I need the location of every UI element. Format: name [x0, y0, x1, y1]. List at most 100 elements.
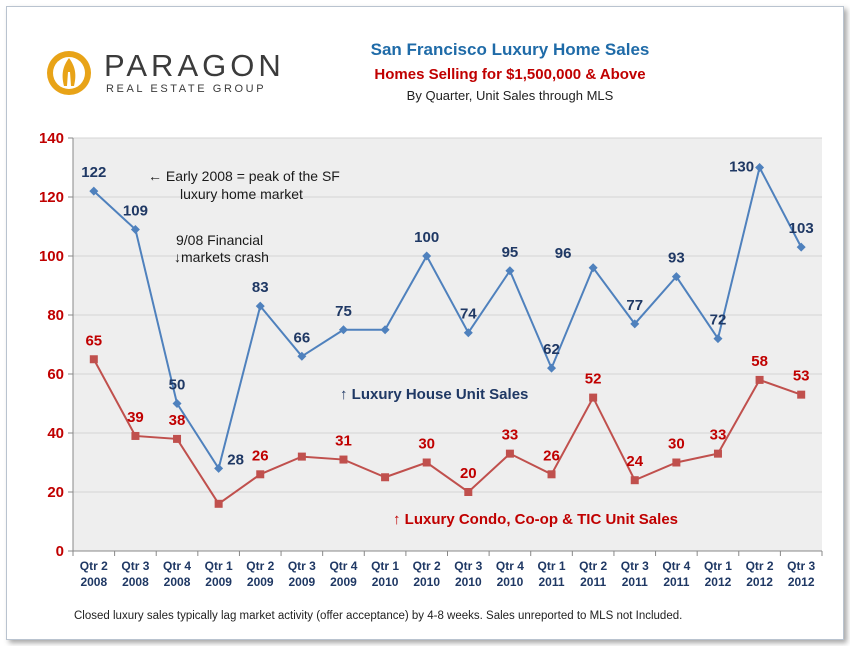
- data-label: 95: [502, 244, 519, 261]
- data-point: [547, 363, 557, 373]
- data-label: 24: [626, 453, 643, 470]
- x-tick-label: Qtr 2 2009: [246, 559, 274, 589]
- x-tick-label: Qtr 4 2010: [496, 559, 524, 589]
- data-point: [131, 431, 140, 440]
- data-point: [297, 452, 306, 461]
- data-label: 53: [793, 368, 810, 385]
- y-tick-label: 120: [39, 189, 64, 206]
- data-label: 52: [585, 371, 602, 388]
- data-point: [172, 399, 182, 408]
- series-layer: 122 109 50 28 83 66 75 100 74 95 62 96 77 93 72 130 103 ↑…: [81, 159, 813, 529]
- series-line: [93, 164, 803, 471]
- data-point: [505, 449, 514, 458]
- data-point: [255, 301, 265, 311]
- data-label: 30: [668, 436, 685, 453]
- data-point: [797, 390, 806, 399]
- chart-subtitle-2: By Quarter, Unit Sales through MLS: [406, 88, 614, 103]
- data-label: 72: [710, 312, 727, 329]
- data-label: 31: [335, 433, 352, 450]
- data-point: [671, 272, 681, 282]
- x-tick-label: Qtr 1 2010: [371, 559, 399, 589]
- y-tick-label: 60: [47, 366, 64, 383]
- logo-subtitle: REAL ESTATE GROUP: [106, 83, 267, 95]
- data-label: 122: [81, 164, 106, 181]
- data-label: 130: [729, 159, 754, 176]
- data-point: [422, 458, 431, 467]
- data-point: [672, 458, 681, 467]
- data-label: 93: [668, 250, 685, 267]
- data-point: [547, 470, 556, 479]
- gridlines: [73, 137, 822, 493]
- x-tick-label: Qtr 4 2011: [662, 559, 690, 589]
- x-tick-label: Qtr 2 2008: [80, 559, 108, 589]
- data-point: [173, 434, 182, 443]
- data-label: 58: [751, 353, 768, 370]
- series-house: 122 109 50 28 83 66 75 100 74 95 62 96 77 93 72 130 103 ↑…: [81, 159, 814, 473]
- data-label: 33: [502, 427, 519, 444]
- data-point: [338, 325, 348, 335]
- data-point: [464, 488, 473, 496]
- data-label: 75: [335, 303, 352, 320]
- x-tick-label: Qtr 3 2011: [621, 559, 649, 589]
- x-tick-label: Qtr 4 2009: [329, 559, 357, 589]
- y-tick-label: 140: [39, 130, 64, 147]
- series-name-label: ↑ Luxury House Unit Sales: [340, 386, 528, 403]
- x-tick-label: Qtr 4 2008: [163, 559, 191, 589]
- x-tick-label: Qtr 1 2009: [205, 559, 233, 589]
- data-label: 62: [543, 341, 560, 358]
- data-label: 74: [460, 306, 477, 323]
- data-point: [463, 328, 473, 338]
- plot-area: [73, 138, 822, 551]
- data-point: [214, 499, 223, 508]
- data-label: 77: [626, 297, 643, 314]
- logo-name: PARAGON: [104, 48, 285, 83]
- data-label: 28: [227, 451, 244, 468]
- x-tick-label: Qtr 3 2010: [454, 559, 482, 589]
- paragon-logo: PARAGON REAL ESTATE GROUP: [46, 48, 286, 100]
- data-point: [130, 224, 140, 234]
- x-tick-label: Qtr 2 2012: [746, 559, 774, 589]
- data-point: [755, 375, 764, 384]
- data-point: [630, 319, 640, 329]
- x-tick-label: Qtr 2 2010: [413, 559, 441, 589]
- y-tick-label: 100: [39, 248, 64, 265]
- data-point: [589, 393, 598, 402]
- data-point: [755, 163, 765, 172]
- y-tick-label: 40: [47, 425, 64, 442]
- x-tick-label: Qtr 3 2012: [787, 559, 815, 589]
- data-point: [380, 325, 390, 335]
- chart-subtitle: Homes Selling for $1,500,000 & Above: [374, 66, 646, 83]
- data-point: [630, 476, 639, 485]
- y-tick-label: 20: [47, 484, 64, 501]
- chart-title: San Francisco Luxury Home Sales: [370, 40, 650, 59]
- x-axis: Qtr 2 2008 Qtr 3 2008 Qtr 4 2008 Qtr 1 2009 Qtr …: [72, 550, 823, 589]
- data-point: [339, 455, 348, 464]
- data-label: 39: [127, 409, 144, 426]
- data-point: [214, 463, 224, 473]
- data-point: [796, 242, 806, 252]
- data-label: 50: [169, 377, 186, 394]
- x-tick-label: Qtr 3 2009: [288, 559, 316, 589]
- y-tick-label: 0: [56, 543, 64, 560]
- data-label: 26: [252, 447, 269, 464]
- data-label: 83: [252, 279, 269, 296]
- data-label: 26: [543, 447, 560, 464]
- data-point: [256, 470, 265, 479]
- annotation: 9/08 Financial ↓markets crash: [174, 232, 269, 265]
- data-label: 100: [414, 229, 439, 246]
- footnote: Closed luxury sales typically lag market…: [74, 610, 683, 622]
- data-point: [89, 186, 99, 196]
- logo-emblem-icon: [47, 51, 91, 95]
- annotations: ← Early 2008 = peak of the SF luxury home…: [148, 168, 340, 265]
- data-point: [297, 351, 307, 361]
- series-name-label: ↑ Luxury Condo, Co-op & TIC Unit Sales: [393, 511, 678, 528]
- data-label: 20: [460, 465, 477, 482]
- data-label: 65: [85, 332, 102, 349]
- x-tick-label: Qtr 1 2011: [538, 559, 566, 589]
- series-condo: 65 39 38 26 31 30 20 33 26 52 24 30 33 58 53 ↑ Luxury C…: [85, 332, 809, 528]
- data-point: [381, 473, 390, 482]
- data-label: 38: [169, 412, 186, 429]
- data-label: 103: [789, 220, 814, 237]
- data-point: [89, 355, 98, 364]
